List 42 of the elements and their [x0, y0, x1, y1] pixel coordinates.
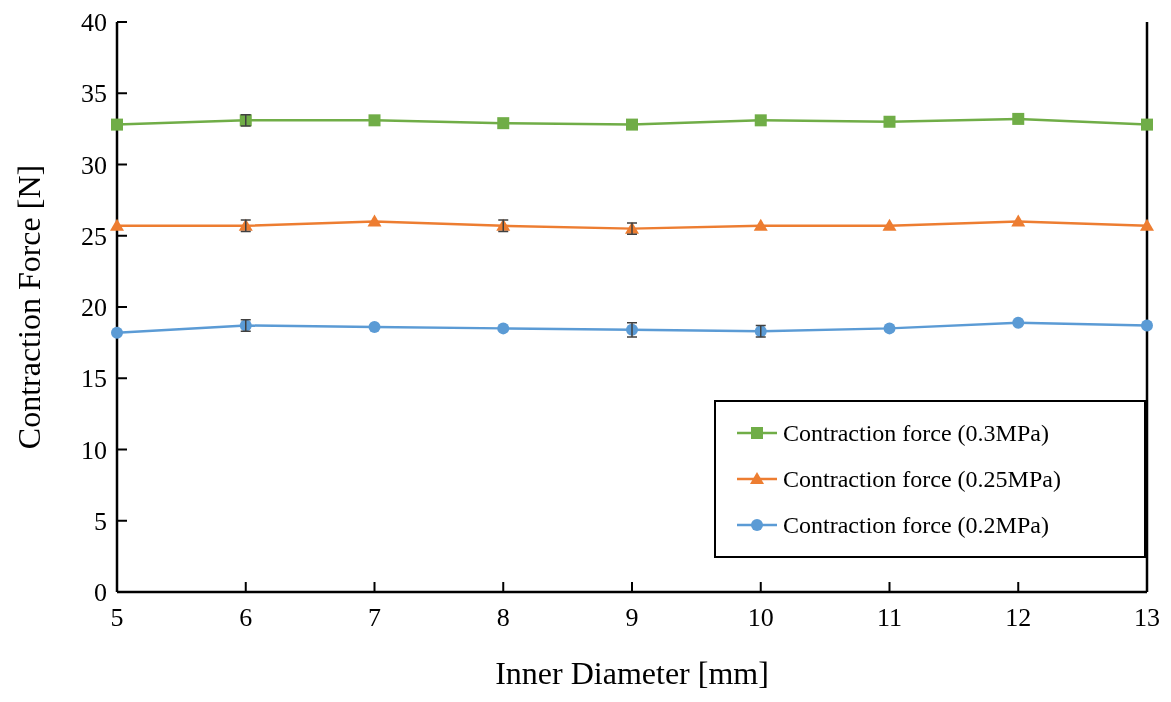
point: [368, 320, 381, 333]
x-tick-label: 6: [239, 603, 253, 632]
point: [1012, 112, 1025, 125]
x-axis-title: Inner Diameter [mm]: [495, 655, 769, 691]
x-tick-label: 13: [1134, 603, 1160, 632]
legend-label: Contraction force (0.2MPa): [783, 512, 1049, 539]
point: [497, 117, 510, 130]
y-tick-label: 15: [81, 364, 107, 394]
x-tick-label: 12: [1005, 603, 1032, 632]
y-tick-label: 5: [94, 506, 107, 536]
y-tick-label: 10: [81, 435, 107, 465]
point: [1140, 218, 1154, 231]
point: [1141, 118, 1153, 131]
y-tick-label: 25: [81, 221, 107, 251]
point: [882, 218, 897, 231]
x-tick-label: 7: [368, 603, 381, 632]
y-tick-label: 0: [94, 578, 107, 608]
point: [111, 326, 123, 339]
point: [110, 218, 124, 231]
y-tick-label: 35: [81, 79, 107, 109]
x-tick-label: 11: [876, 603, 903, 632]
point: [1011, 214, 1026, 227]
point: [883, 115, 896, 128]
point: [111, 118, 123, 131]
point: [367, 214, 382, 227]
x-tick-label: 8: [496, 603, 510, 632]
point: [753, 218, 768, 231]
y-axis-title: Contraction Force [N]: [11, 164, 47, 450]
point: [754, 114, 767, 127]
legend-label: Contraction force (0.25MPa): [783, 466, 1061, 493]
point: [883, 322, 896, 335]
x-tick-label: 10: [747, 603, 774, 632]
legend-label: Contraction force (0.3MPa): [783, 420, 1049, 447]
y-tick-label: 30: [81, 150, 107, 180]
y-tick-label: 20: [81, 293, 107, 323]
point: [1141, 319, 1153, 332]
point: [1012, 316, 1025, 329]
point: [497, 322, 510, 335]
point: [626, 118, 638, 131]
y-tick-label: 40: [81, 8, 107, 38]
point: [368, 114, 381, 127]
x-tick-label: 9: [625, 603, 639, 632]
